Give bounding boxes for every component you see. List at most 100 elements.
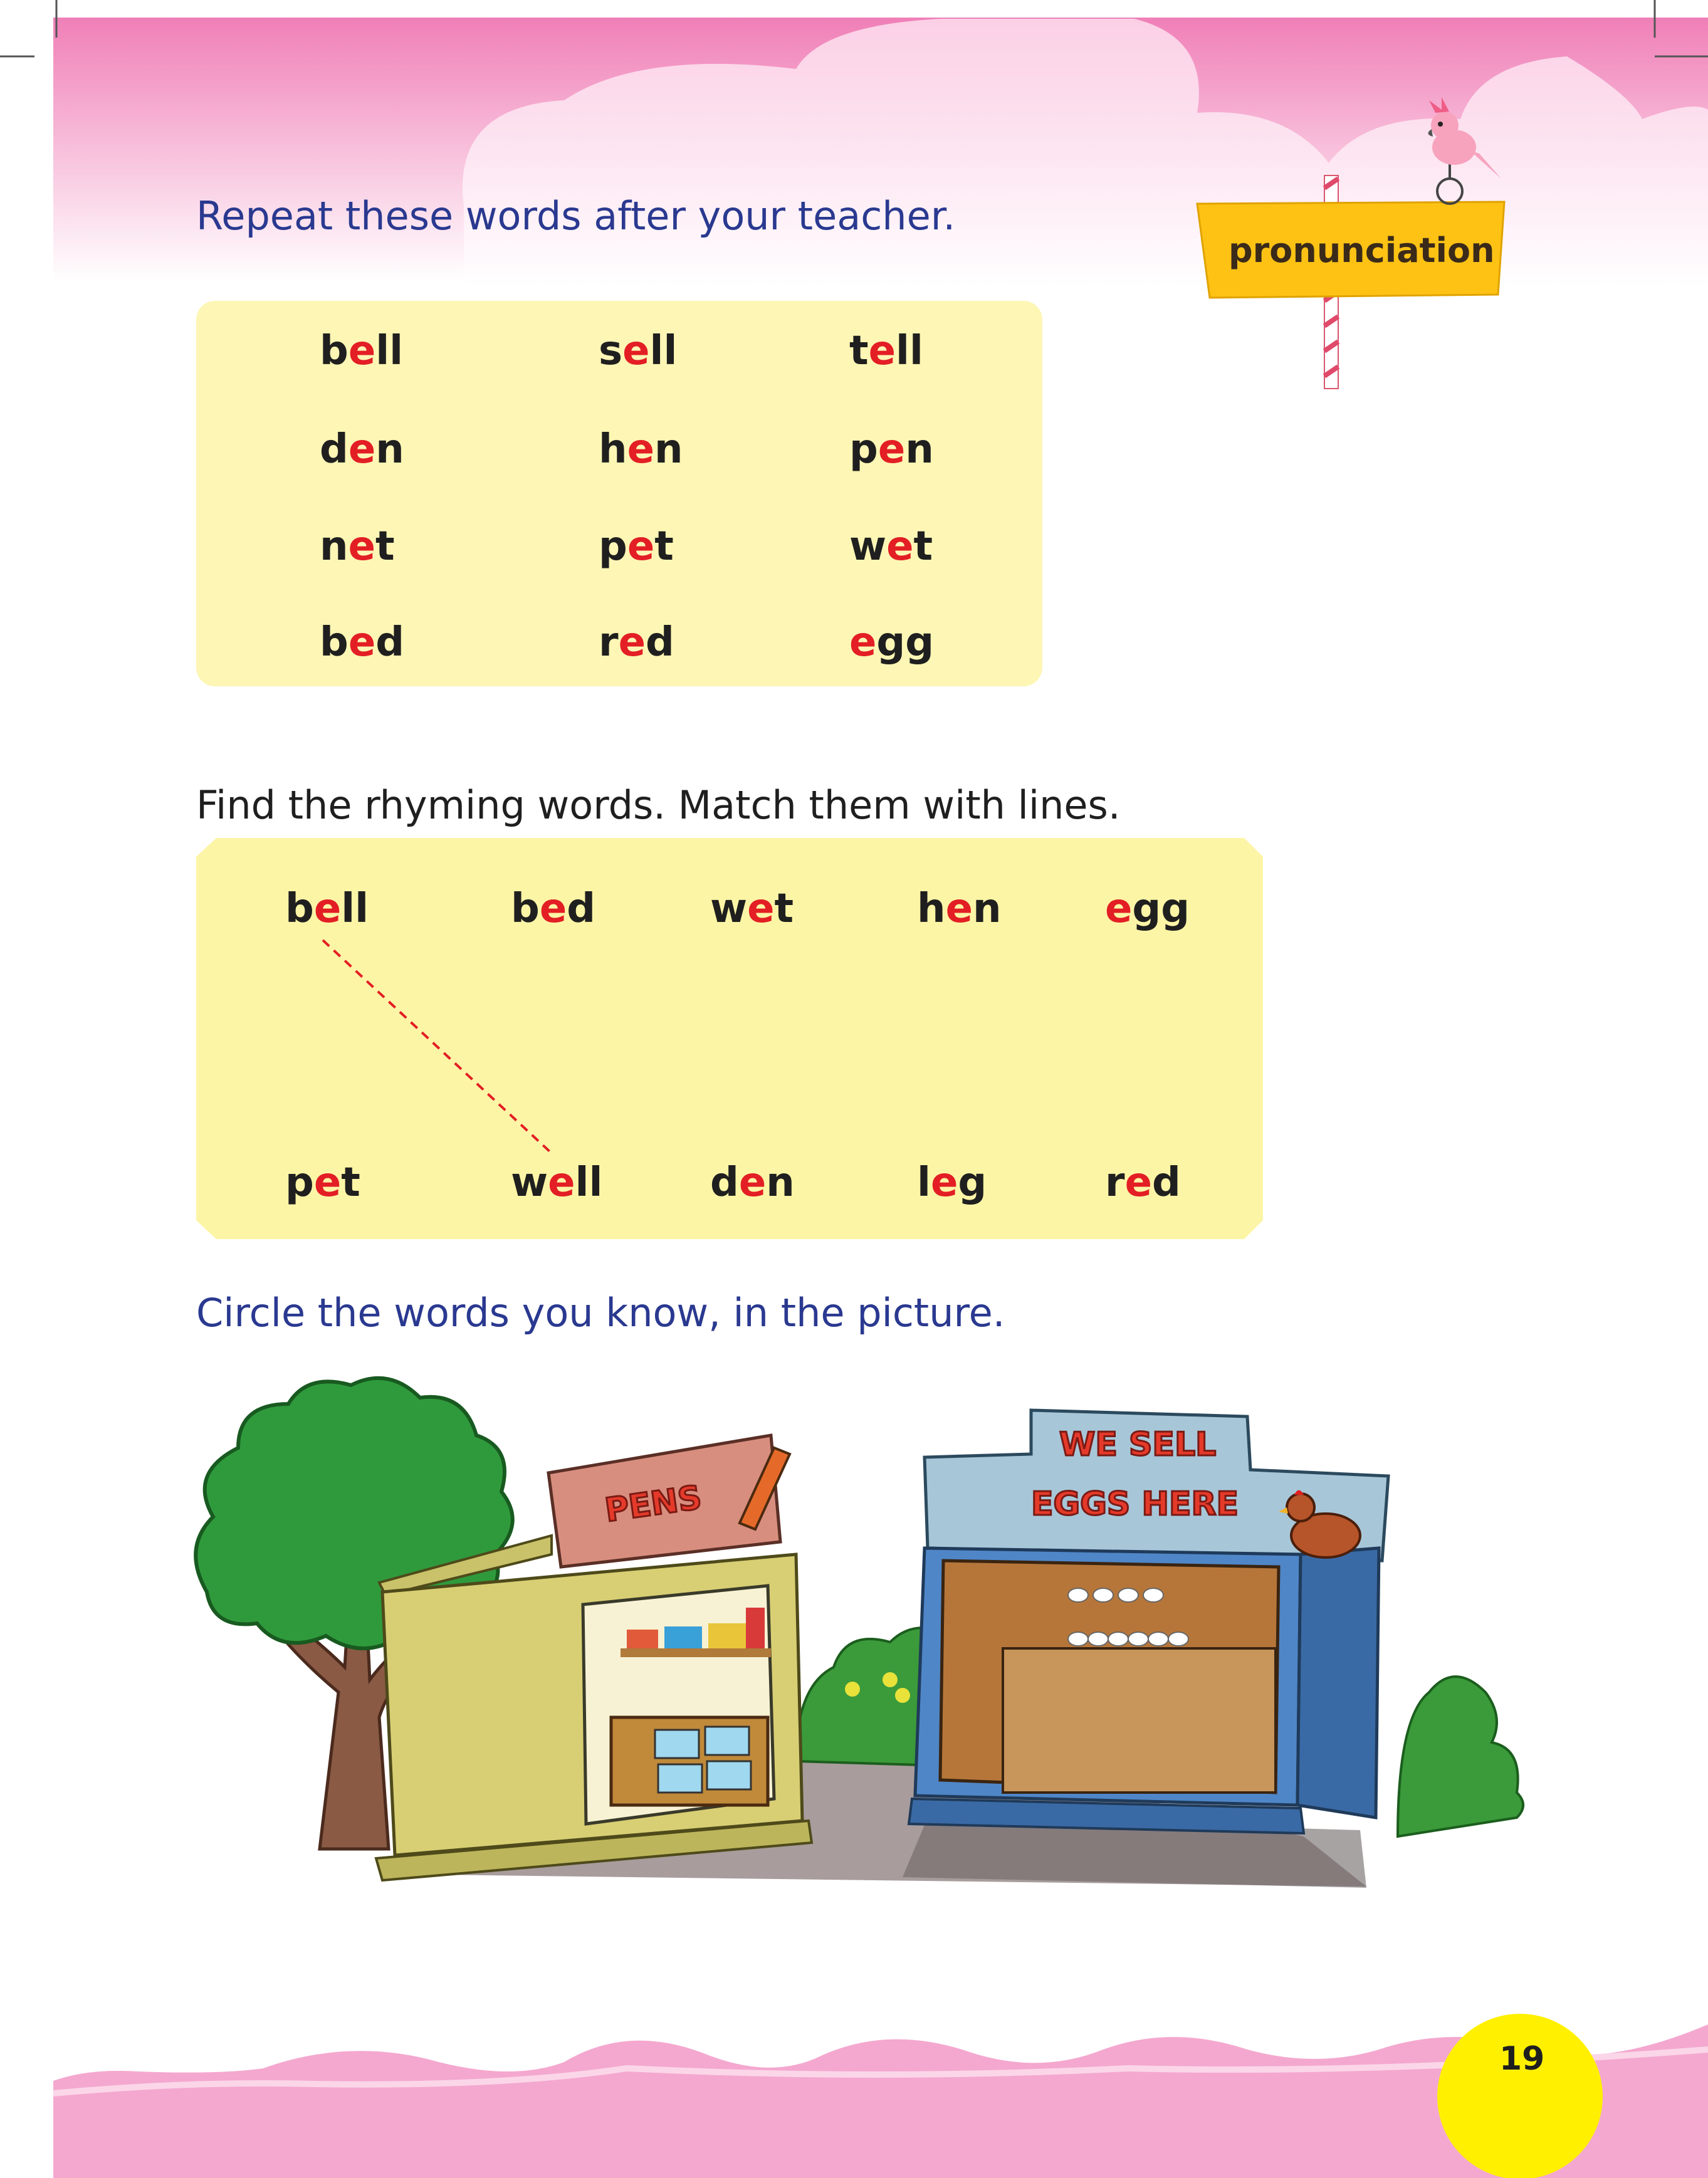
page-number: 19 — [1499, 2040, 1545, 2078]
word-vowel: e — [313, 1160, 342, 1206]
word-part: n — [375, 426, 404, 473]
word-vowel: e — [868, 328, 896, 374]
word-vowel: e — [348, 426, 376, 473]
word: well — [511, 1163, 602, 1203]
word-vowel: e — [738, 1160, 767, 1206]
word-part: n — [972, 886, 1002, 932]
word-part: d — [710, 1160, 739, 1206]
repeat-words-box — [196, 301, 1042, 686]
word-part: w — [710, 886, 748, 932]
word-part: b — [511, 886, 540, 932]
word-vowel: e — [945, 886, 973, 932]
egg-shop-sign-line2: EGGS HERE — [1030, 1485, 1239, 1524]
word: pet — [599, 526, 674, 567]
word-vowel: e — [849, 619, 877, 666]
word-part: gg — [876, 619, 935, 666]
word-part: t — [375, 523, 395, 570]
word-vowel: e — [539, 886, 567, 932]
word-vowel: e — [548, 1160, 575, 1206]
word-part: p — [599, 523, 627, 570]
word-part: n — [654, 426, 683, 473]
word-vowel: e — [627, 523, 655, 570]
word: leg — [917, 1163, 987, 1203]
word-part: w — [511, 1160, 548, 1206]
hen-icon — [1279, 1490, 1361, 1559]
word: sell — [599, 331, 677, 371]
pen-shop — [374, 1433, 814, 1882]
repeat-instruction: Repeat these words after your teacher. — [196, 193, 956, 239]
word-part: h — [917, 886, 946, 932]
word-part: ll — [375, 328, 404, 374]
word-part: b — [320, 328, 348, 374]
word-vowel: e — [627, 426, 654, 473]
word-part: t — [341, 1160, 360, 1206]
word-vowel: e — [618, 619, 646, 666]
word-part: r — [599, 619, 619, 666]
word: red — [1105, 1163, 1181, 1203]
word: tell — [849, 331, 923, 371]
word: bed — [511, 889, 595, 929]
word: hen — [917, 889, 1002, 929]
word-part: ll — [896, 328, 923, 374]
word-vowel: e — [1124, 1160, 1152, 1206]
word: bed — [320, 622, 404, 662]
rhyme-instruction: Find the rhyming words. Match them with … — [196, 782, 1121, 828]
example-match-line — [322, 939, 553, 1154]
word-vowel: e — [930, 1160, 958, 1206]
word-part: d — [645, 619, 674, 666]
flowers — [845, 1672, 910, 1703]
word-part: p — [849, 426, 878, 473]
page-number-circle — [1437, 2014, 1603, 2178]
word-vowel: e — [878, 426, 906, 473]
word: hen — [599, 429, 683, 469]
word-part: ll — [341, 886, 369, 932]
word-part: t — [654, 523, 674, 570]
egg-shop — [907, 1408, 1390, 1835]
word-part: ll — [575, 1160, 603, 1206]
word-part: w — [849, 523, 887, 570]
signpost-board — [1196, 201, 1506, 299]
word-part: d — [567, 886, 596, 932]
parrot-icon — [1428, 97, 1501, 205]
word-part: s — [599, 328, 623, 374]
word-vowel: e — [747, 886, 775, 932]
pen-icon — [738, 1446, 792, 1531]
word: den — [320, 429, 404, 469]
word: wet — [710, 889, 794, 929]
word-vowel: e — [348, 328, 376, 374]
word-part: p — [285, 1160, 314, 1206]
word-part: b — [285, 886, 314, 932]
word-part: l — [917, 1160, 931, 1206]
word-part: ll — [649, 328, 678, 374]
word-part: n — [766, 1160, 795, 1206]
word-part: n — [320, 523, 348, 570]
word-vowel: e — [886, 523, 914, 570]
word-part: b — [320, 619, 348, 666]
word-part: gg — [1132, 886, 1190, 932]
eggs — [1067, 1588, 1189, 1647]
pen-shop-sign-board — [547, 1433, 782, 1569]
word: pet — [285, 1163, 360, 1203]
word-vowel: e — [1105, 886, 1133, 932]
word: wet — [849, 526, 933, 567]
word: den — [710, 1163, 795, 1203]
shop-illustration — [194, 1376, 1524, 1888]
pronunciation-badge: pronunciation — [1229, 231, 1495, 270]
word-part: r — [1105, 1160, 1125, 1206]
word: pen — [849, 429, 934, 469]
word-part: t — [849, 328, 869, 374]
picture-instruction: Circle the words you know, in the pictur… — [196, 1290, 1005, 1336]
word-part: d — [1151, 1160, 1181, 1206]
word: net — [320, 526, 395, 567]
rhyme-box — [196, 838, 1263, 1239]
word-part: d — [320, 426, 348, 473]
word-part: t — [774, 886, 794, 932]
word: bell — [285, 889, 369, 929]
footer-wave-highlight — [53, 2046, 1708, 2097]
word: egg — [849, 622, 934, 662]
word: egg — [1105, 889, 1190, 929]
egg-shop-sign-board — [923, 1408, 1390, 1563]
egg-shop-sign-line1: WE SELL — [1058, 1425, 1217, 1465]
word-part: g — [958, 1160, 987, 1206]
